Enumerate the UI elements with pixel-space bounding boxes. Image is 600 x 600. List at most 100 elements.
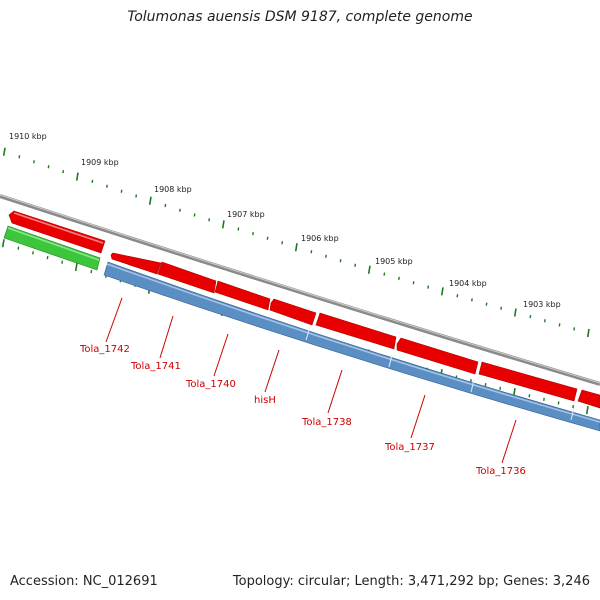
- minor-tick: [456, 294, 459, 298]
- major-tick: [440, 287, 444, 296]
- forward-gene-3[interactable]: [214, 280, 271, 311]
- minor-tick: [106, 184, 108, 188]
- gene-label-leaders: [105, 297, 517, 464]
- kbp-label: 1910 kbp: [9, 132, 47, 141]
- minor-tick: [573, 327, 576, 331]
- forward-gene-8[interactable]: [577, 389, 600, 409]
- minor-tick: [528, 394, 531, 398]
- major-tick: [367, 265, 371, 274]
- forward-gene-1[interactable]: [110, 252, 162, 275]
- kbp-label: 1909 kbp: [81, 158, 119, 167]
- kbp-label: 1908 kbp: [154, 185, 192, 194]
- forward-gene-0[interactable]: [8, 210, 106, 254]
- major-tick: [221, 220, 225, 229]
- minor-tick: [179, 208, 181, 212]
- minor-tick: [90, 269, 93, 274]
- forward-strand-track: [8, 210, 600, 409]
- minor-tick: [18, 155, 21, 159]
- minor-tick: [543, 397, 545, 402]
- gene-label[interactable]: Tola_1740: [185, 379, 236, 390]
- minor-tick: [91, 179, 94, 184]
- minor-tick: [120, 189, 123, 193]
- minor-tick: [412, 281, 415, 285]
- reverse-gene-divider: [570, 407, 575, 421]
- gene-leader-line: [410, 394, 426, 439]
- forward-gene-5[interactable]: [315, 312, 397, 350]
- gene-label[interactable]: hisH: [254, 395, 276, 406]
- backbone-track: [0, 194, 600, 386]
- minor-tick: [17, 246, 20, 250]
- reverse-gene-shine: [106, 263, 600, 423]
- kbp-label: 1906 kbp: [301, 234, 339, 243]
- gene-leader-line: [213, 333, 229, 377]
- gene-leader-line: [264, 349, 280, 393]
- forward-gene-6[interactable]: [396, 337, 479, 375]
- forward-gene-shine: [13, 212, 104, 244]
- kbp-label: 1904 kbp: [449, 279, 487, 288]
- kbp-label: 1905 kbp: [375, 257, 413, 266]
- major-tick: [2, 147, 6, 156]
- major-tick: [1, 239, 5, 248]
- minor-tick: [33, 160, 35, 164]
- major-tick: [586, 328, 590, 338]
- reverse-gene-divider: [305, 326, 311, 341]
- forward-gene-7[interactable]: [478, 361, 578, 402]
- kbp-label-group: 1910 kbp 1909 kbp 1908 kbp 1907 kbp 1906…: [9, 132, 561, 309]
- minor-tick: [339, 259, 342, 263]
- forward-gene-2[interactable]: [157, 261, 217, 294]
- green-gene-0[interactable]: [3, 225, 101, 271]
- minor-tick: [252, 231, 254, 236]
- reverse-gene-divider: [470, 379, 475, 393]
- minor-tick: [47, 165, 50, 169]
- minor-tick: [500, 306, 503, 310]
- green-gene-shine: [7, 227, 100, 261]
- reverse-strand-track: [103, 261, 600, 432]
- minor-tick: [46, 255, 49, 260]
- minor-tick: [237, 227, 240, 231]
- gene-label[interactable]: Tola_1738: [301, 417, 352, 428]
- minor-tick: [135, 194, 138, 198]
- minor-tick: [325, 254, 327, 258]
- minor-tick: [427, 285, 430, 289]
- accession-text: Accession: NC_012691: [10, 574, 158, 589]
- minor-tick: [558, 323, 561, 327]
- minor-tick: [266, 236, 269, 240]
- gene-label[interactable]: Tola_1737: [384, 442, 435, 453]
- kbp-label: 1907 kbp: [227, 210, 265, 219]
- minor-tick: [310, 250, 313, 254]
- outer-tick-ring: [2, 147, 590, 338]
- minor-tick: [544, 319, 546, 323]
- backbone-highlight: [0, 194, 600, 384]
- minor-tick: [485, 302, 488, 306]
- minor-tick: [32, 251, 34, 255]
- minor-tick: [572, 404, 575, 409]
- minor-tick: [208, 218, 211, 222]
- gene-label[interactable]: Tola_1741: [130, 361, 181, 372]
- major-tick: [513, 308, 517, 317]
- map-title: Tolumonas auensis DSM 9187, complete gen…: [127, 9, 473, 25]
- minor-tick: [62, 169, 65, 174]
- reverse-gene-divider: [388, 354, 393, 368]
- minor-tick: [61, 260, 64, 264]
- kbp-label: 1903 kbp: [523, 300, 561, 309]
- minor-tick: [499, 386, 502, 391]
- minor-tick: [193, 213, 196, 217]
- rna-gene-track: [3, 225, 101, 271]
- gene-leader-line: [327, 369, 343, 414]
- minor-tick: [398, 276, 400, 281]
- minor-tick: [471, 298, 473, 302]
- forward-gene-4[interactable]: [269, 298, 317, 326]
- major-tick: [75, 172, 79, 181]
- minor-tick: [354, 263, 357, 267]
- minor-tick: [281, 241, 284, 245]
- major-tick: [148, 196, 152, 205]
- gene-leader-line: [105, 297, 123, 343]
- gene-label[interactable]: Tola_1742: [79, 344, 130, 355]
- gene-leader-line: [159, 315, 174, 359]
- major-tick: [74, 262, 78, 272]
- gene-label[interactable]: Tola_1736: [475, 466, 526, 477]
- gene-label-group: Tola_1742 Tola_1741 Tola_1740 hisH Tola_…: [79, 344, 526, 477]
- gene-leader-line: [501, 419, 517, 464]
- major-tick: [585, 405, 589, 415]
